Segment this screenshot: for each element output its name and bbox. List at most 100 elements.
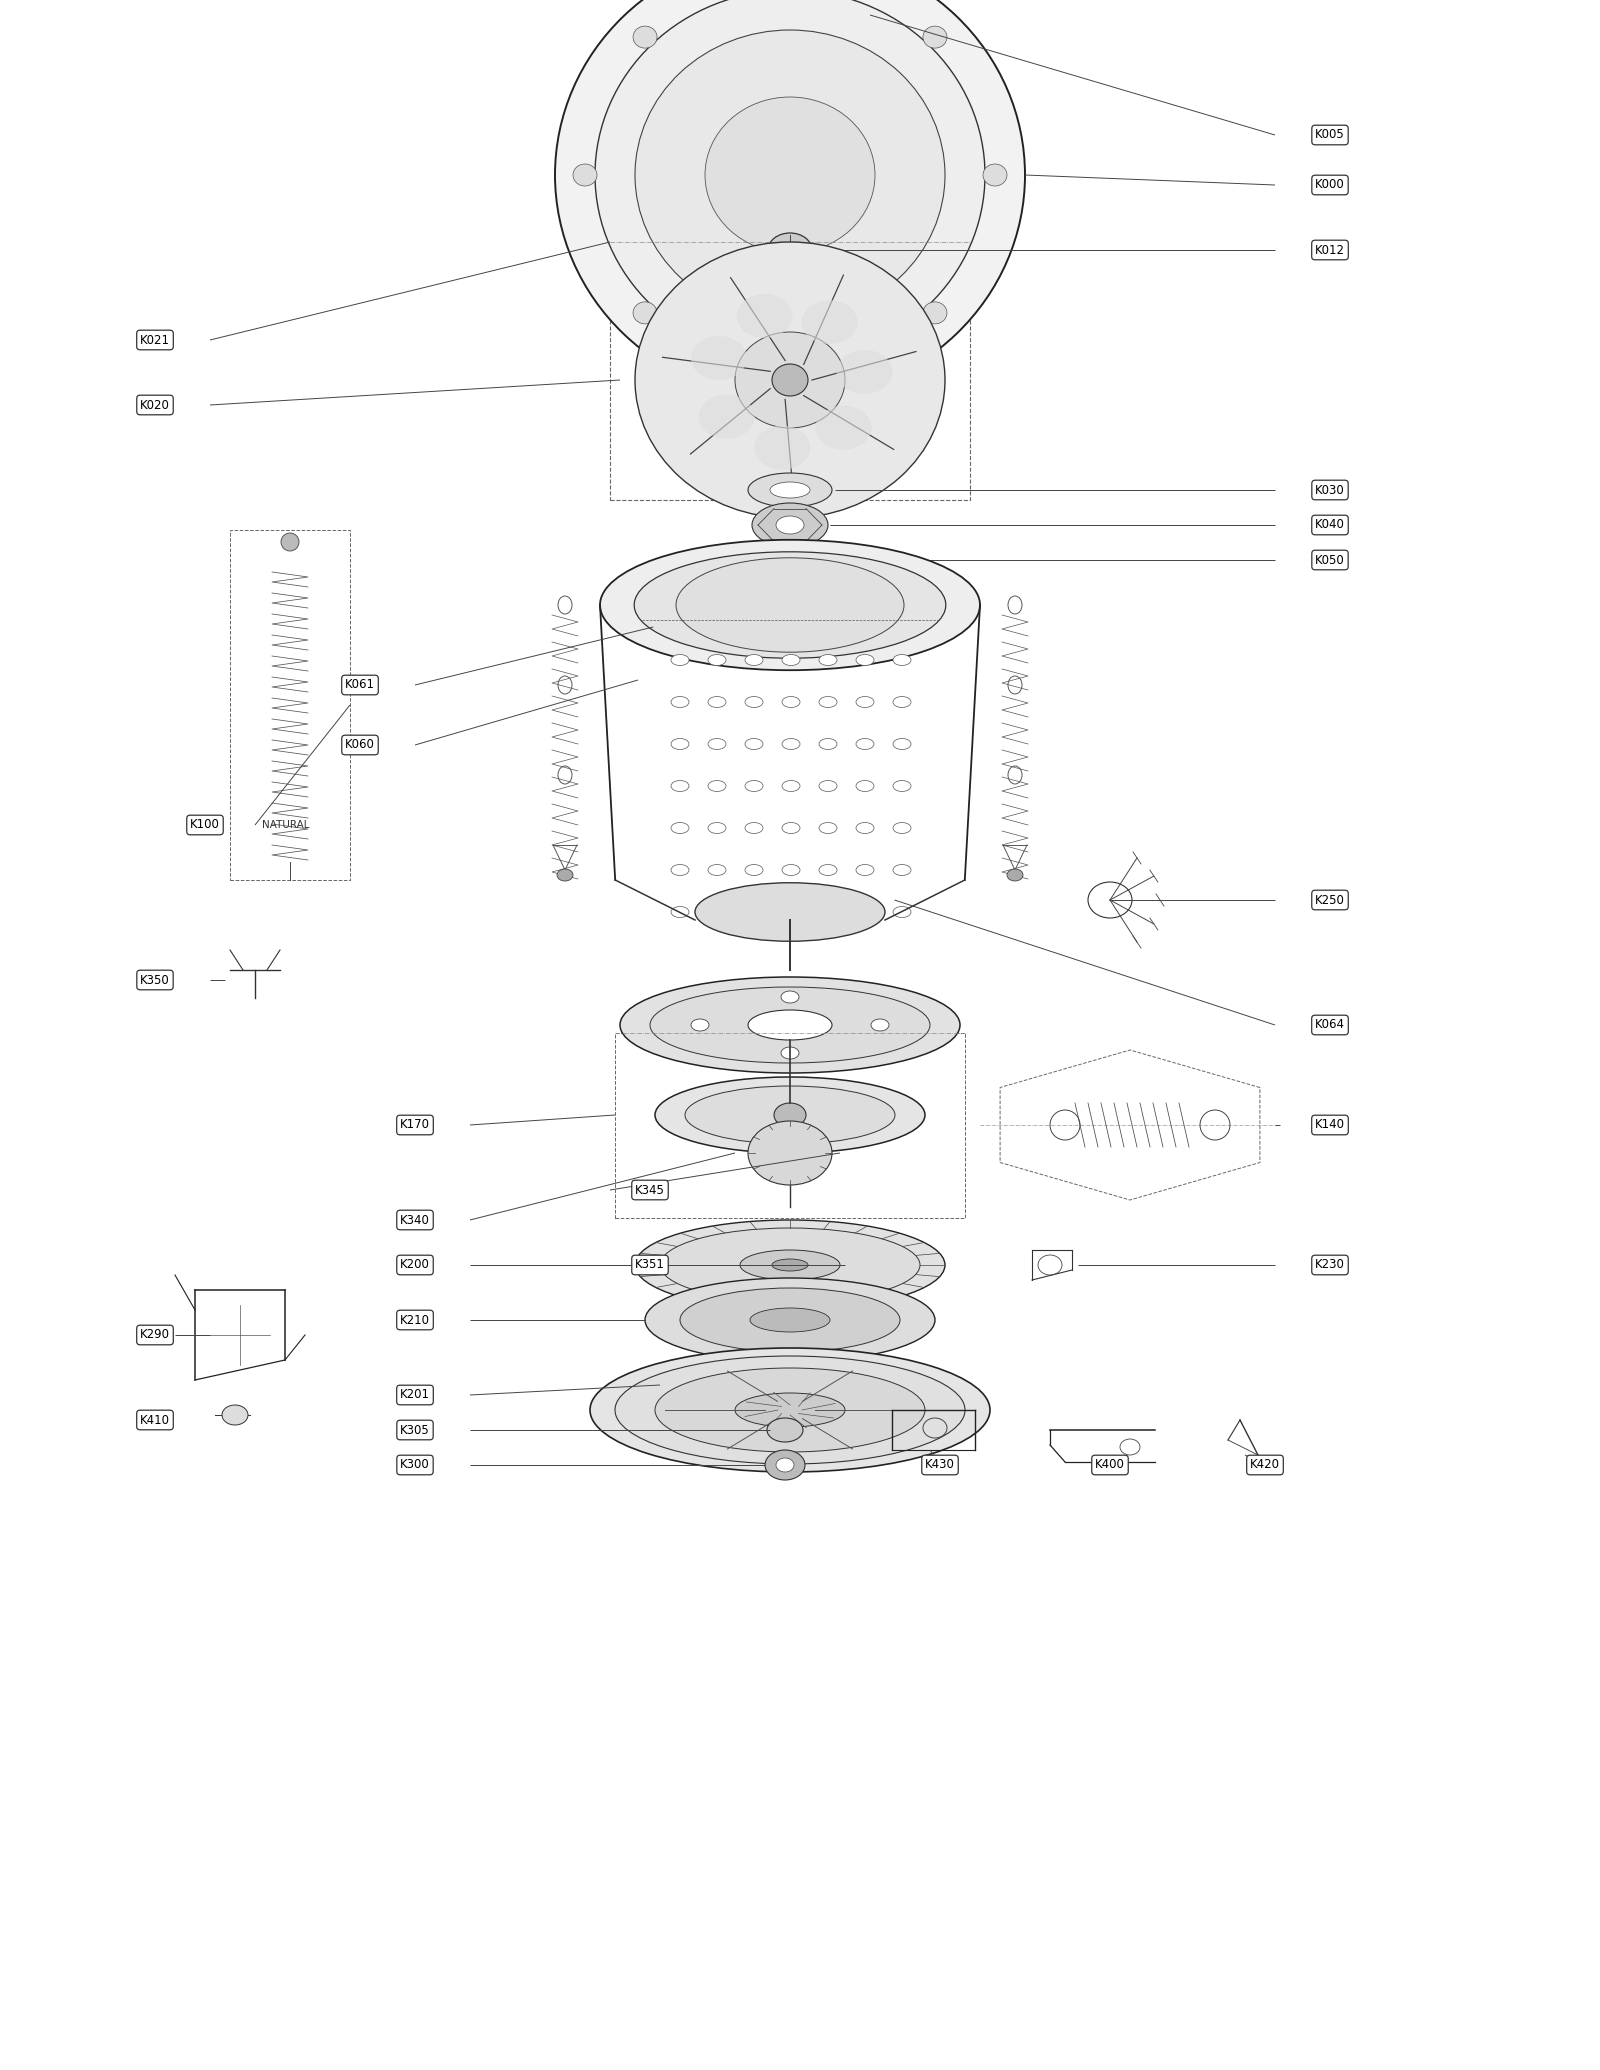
Ellipse shape (782, 907, 800, 917)
Ellipse shape (685, 1087, 894, 1145)
Ellipse shape (746, 865, 763, 876)
Ellipse shape (770, 482, 810, 499)
Ellipse shape (771, 1259, 808, 1271)
Ellipse shape (645, 1277, 934, 1362)
Ellipse shape (634, 302, 658, 323)
Text: K340: K340 (400, 1213, 430, 1228)
Ellipse shape (856, 907, 874, 917)
Text: K005: K005 (1315, 128, 1346, 141)
Ellipse shape (771, 364, 808, 395)
Ellipse shape (709, 696, 726, 708)
Text: K345: K345 (635, 1184, 666, 1196)
Text: K410: K410 (141, 1414, 170, 1426)
Ellipse shape (739, 1250, 840, 1279)
Ellipse shape (816, 406, 872, 449)
Ellipse shape (754, 426, 810, 470)
Text: NATURAL: NATURAL (262, 820, 309, 830)
Ellipse shape (819, 907, 837, 917)
Ellipse shape (923, 302, 947, 323)
Text: K290: K290 (141, 1329, 170, 1341)
Ellipse shape (614, 1356, 965, 1463)
Ellipse shape (282, 532, 299, 551)
Ellipse shape (709, 654, 726, 664)
Ellipse shape (819, 865, 837, 876)
Text: K201: K201 (400, 1389, 430, 1401)
Ellipse shape (746, 654, 763, 664)
Text: K050: K050 (1315, 553, 1346, 567)
Ellipse shape (766, 1418, 803, 1443)
Ellipse shape (670, 739, 690, 749)
Ellipse shape (621, 977, 960, 1072)
Ellipse shape (782, 865, 800, 876)
Text: K210: K210 (400, 1314, 430, 1327)
Ellipse shape (782, 654, 800, 664)
Ellipse shape (691, 1018, 709, 1031)
Ellipse shape (837, 350, 893, 393)
Text: K230: K230 (1315, 1259, 1346, 1271)
Ellipse shape (670, 696, 690, 708)
Text: K061: K061 (346, 679, 374, 691)
Ellipse shape (746, 739, 763, 749)
Ellipse shape (776, 1457, 794, 1472)
Ellipse shape (1006, 869, 1022, 882)
Ellipse shape (709, 907, 726, 917)
Ellipse shape (781, 992, 798, 1004)
Ellipse shape (675, 557, 904, 652)
Ellipse shape (782, 696, 800, 708)
Ellipse shape (819, 739, 837, 749)
Ellipse shape (746, 907, 763, 917)
Ellipse shape (768, 234, 813, 267)
Ellipse shape (856, 780, 874, 791)
Ellipse shape (661, 1228, 920, 1302)
Ellipse shape (670, 822, 690, 834)
Text: K030: K030 (1315, 484, 1346, 497)
Ellipse shape (706, 97, 875, 253)
Text: K040: K040 (1315, 518, 1346, 532)
Ellipse shape (819, 696, 837, 708)
Ellipse shape (650, 987, 930, 1064)
Ellipse shape (736, 294, 792, 337)
Text: K420: K420 (1250, 1459, 1280, 1472)
Ellipse shape (709, 739, 726, 749)
Text: K140: K140 (1315, 1118, 1346, 1132)
Ellipse shape (600, 540, 979, 671)
Ellipse shape (750, 1308, 830, 1331)
Text: K250: K250 (1315, 894, 1346, 907)
Ellipse shape (635, 1219, 946, 1310)
Ellipse shape (776, 515, 805, 534)
Ellipse shape (893, 907, 910, 917)
Ellipse shape (782, 822, 800, 834)
Ellipse shape (893, 739, 910, 749)
Text: K300: K300 (400, 1459, 430, 1472)
Text: K000: K000 (1315, 178, 1346, 193)
Ellipse shape (709, 865, 726, 876)
Ellipse shape (982, 164, 1006, 186)
Ellipse shape (746, 822, 763, 834)
Text: K020: K020 (141, 400, 170, 412)
Ellipse shape (893, 822, 910, 834)
Ellipse shape (635, 242, 946, 518)
Ellipse shape (856, 739, 874, 749)
Ellipse shape (893, 696, 910, 708)
Ellipse shape (694, 882, 885, 942)
Ellipse shape (765, 1449, 805, 1480)
Text: K350: K350 (141, 973, 170, 987)
Ellipse shape (746, 696, 763, 708)
Ellipse shape (781, 242, 800, 257)
Ellipse shape (709, 822, 726, 834)
Ellipse shape (893, 865, 910, 876)
Ellipse shape (749, 1010, 832, 1039)
Ellipse shape (557, 869, 573, 882)
Ellipse shape (752, 503, 829, 546)
Ellipse shape (774, 1103, 806, 1126)
Ellipse shape (635, 29, 946, 321)
Ellipse shape (893, 780, 910, 791)
Ellipse shape (749, 1122, 832, 1184)
Ellipse shape (691, 335, 747, 381)
Ellipse shape (782, 780, 800, 791)
Text: K060: K060 (346, 739, 374, 751)
Ellipse shape (595, 0, 986, 360)
Ellipse shape (555, 0, 1026, 400)
Ellipse shape (670, 780, 690, 791)
Ellipse shape (856, 822, 874, 834)
